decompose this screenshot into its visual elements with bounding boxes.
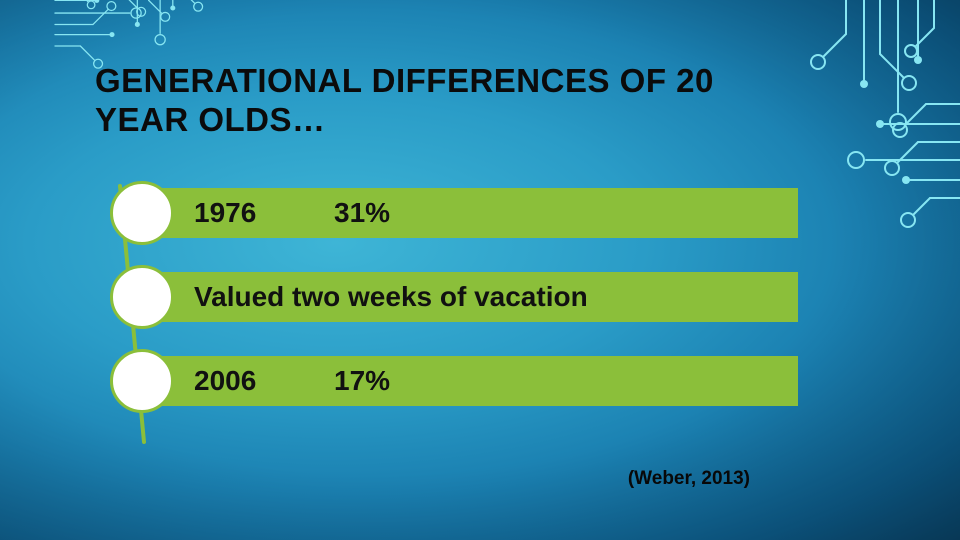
- bullet-bar: Valued two weeks of vacation: [158, 272, 798, 322]
- value-label: 31%: [334, 197, 798, 229]
- value-label: 17%: [334, 365, 798, 397]
- slide-title: GENERATIONAL DIFFERENCES OF 20 YEAR OLDS…: [95, 62, 815, 140]
- list-item: 1976 31%: [120, 186, 798, 240]
- list-item: 2006 17%: [120, 354, 798, 408]
- bullet-list: 1976 31% Valued two weeks of vacation 20…: [120, 186, 798, 438]
- list-item: Valued two weeks of vacation: [120, 270, 798, 324]
- bullet-bar: 1976 31%: [158, 188, 798, 238]
- bullet-bar: 2006 17%: [158, 356, 798, 406]
- description-label: Valued two weeks of vacation: [194, 281, 588, 313]
- year-label: 1976: [194, 197, 334, 229]
- citation-text: (Weber, 2013): [628, 468, 750, 490]
- bullet-circle-icon: [110, 265, 174, 329]
- bullet-circle-icon: [110, 181, 174, 245]
- year-label: 2006: [194, 365, 334, 397]
- bullet-circle-icon: [110, 349, 174, 413]
